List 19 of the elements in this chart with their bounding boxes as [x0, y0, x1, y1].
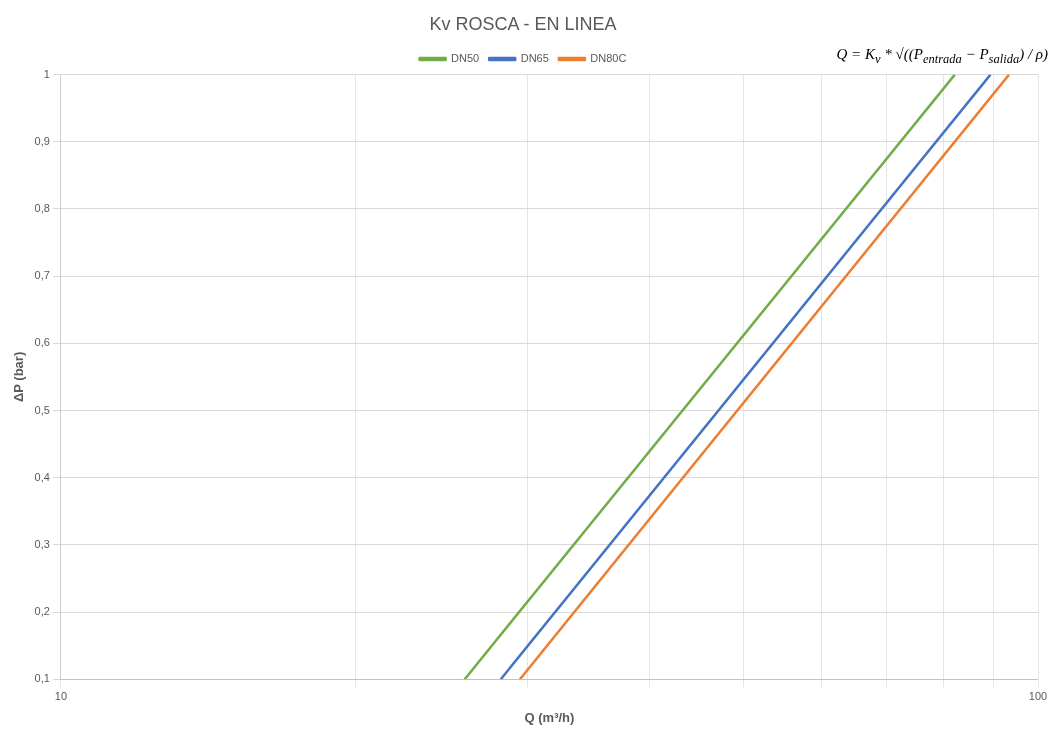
- y-tick-label: 0,7: [34, 269, 50, 282]
- y-tick-label: 0,6: [34, 336, 50, 349]
- y-tick-label: 0,4: [34, 470, 50, 483]
- y-axis-title: ΔP (bar): [11, 351, 27, 403]
- chart-title: Kv ROSCA - EN LINEA: [429, 13, 617, 34]
- y-tick-label: 0,5: [34, 403, 50, 416]
- legend-label: DN50: [451, 52, 480, 65]
- x-axis-title: Q (m³/h): [524, 709, 575, 725]
- y-tick-label: 0,3: [34, 537, 50, 550]
- legend-label: DN65: [520, 52, 549, 65]
- y-tick-label: 0,8: [34, 201, 50, 214]
- legend-label: DN80C: [590, 52, 627, 65]
- y-tick-label: 0,2: [34, 605, 50, 618]
- y-tick-label: 0,1: [34, 672, 50, 685]
- y-tick-label: 0,9: [34, 134, 50, 147]
- x-tick-label: 100: [1028, 689, 1048, 702]
- x-tick-label: 10: [54, 689, 68, 702]
- y-tick-label: 1: [43, 67, 50, 80]
- text: Q = K$_{v}$ * √((P$_{entrada}$ − P$_{salida}$) / ρ): [832, 44, 1052, 69]
